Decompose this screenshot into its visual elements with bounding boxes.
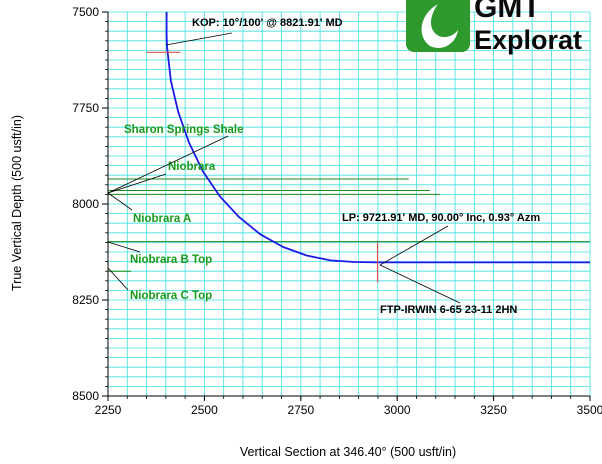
x-tick-label: 2750 (287, 403, 314, 417)
lp-leader (379, 225, 449, 266)
y-tick-label: 8500 (72, 389, 99, 403)
series (165, 12, 590, 264)
niobrara-label: Niobrara (168, 161, 216, 173)
x-tick-label: 3500 (577, 403, 602, 417)
company-logo: GMT Explorat (406, 0, 582, 55)
niobrara-c-label: Niobrara C Top (130, 290, 212, 302)
y-tick-label: 8250 (72, 293, 99, 307)
logo-text-line1: GMT (474, 0, 541, 24)
x-tick-label: 2250 (95, 403, 122, 417)
x-tick-label: 3000 (384, 403, 411, 417)
ftp-leader (379, 264, 461, 304)
niobrara-b-leader (107, 241, 141, 253)
grid (107, 11, 591, 397)
x-tick-label: 3250 (480, 403, 507, 417)
niobrara-a-leader (107, 192, 133, 211)
ftp-label: FTP-IRWIN 6-65 23-11 2HN (380, 304, 517, 316)
leader-lines (107, 32, 461, 304)
x-axis-title: Vertical Section at 346.40° (500 usft/in… (240, 445, 456, 459)
logo-text-line2: Explorat (474, 25, 582, 55)
y-axis-title: True Vertical Depth (500 usft/in) (10, 115, 24, 291)
kop-label: KOP: 10°/100' @ 8821.91' MD (192, 17, 343, 29)
ticks: 2250 2500 2750 3000 3250 3500 7500 7750 8000 8250… (72, 5, 602, 417)
niobrara-a-label: Niobrara A (133, 213, 191, 225)
niobrara-b-label: Niobrara B Top (130, 254, 212, 266)
sharon-springs-label: Sharon Springs Shale (124, 124, 244, 136)
sharon-leader (107, 135, 229, 194)
niobrara-leader (107, 173, 167, 194)
well-path-line (165, 12, 590, 264)
x-tick-label: 2500 (191, 403, 218, 417)
markers (146, 51, 379, 283)
logo-leaf-icon (421, 4, 458, 49)
y-tick-label: 7750 (72, 101, 99, 115)
lp-label: LP: 9721.91' MD, 90.00° Inc, 0.93° Azm (342, 212, 540, 224)
formation-lines (108, 178, 590, 272)
kop-leader (165, 32, 233, 46)
niobrara-c-leader (107, 267, 129, 291)
y-tick-label: 8000 (72, 197, 99, 211)
y-tick-label: 7500 (72, 5, 99, 19)
